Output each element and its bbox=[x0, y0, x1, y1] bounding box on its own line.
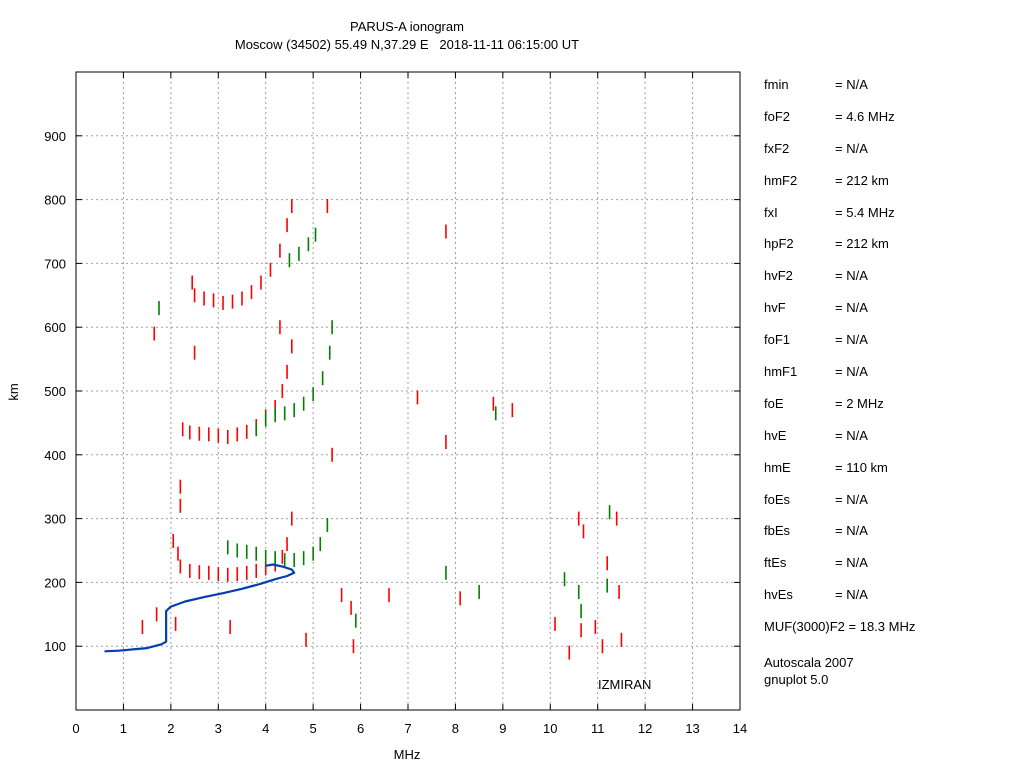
parameter-name: fxF2 bbox=[764, 140, 790, 156]
parameter-value: = 2 MHz bbox=[835, 395, 884, 411]
parameter-name: hvF2 bbox=[764, 268, 793, 284]
chart-subtitle: Moscow (34502) 55.49 N,37.29 E 2018-11-1… bbox=[235, 37, 579, 52]
parameter-value: = N/A bbox=[835, 300, 868, 316]
grid-lines bbox=[76, 72, 740, 710]
parameter-row-ftes: ftEs = N/A bbox=[764, 554, 1014, 586]
parameter-name: foE bbox=[764, 395, 784, 411]
software-credit: Autoscala 2007 bbox=[764, 655, 854, 671]
parameter-value: = N/A bbox=[835, 427, 868, 443]
parameter-value: = N/A bbox=[835, 140, 868, 156]
x-tick-label: 8 bbox=[452, 721, 459, 736]
x-axis-ticks: 0 1 2 3 4 5 6 7 8 9 10 11 12 13 14 bbox=[72, 72, 747, 736]
parameter-value: = N/A bbox=[835, 491, 868, 507]
y-tick-label: 700 bbox=[44, 256, 66, 271]
parameter-value: = N/A bbox=[835, 555, 868, 571]
y-tick-label: 600 bbox=[44, 320, 66, 335]
parameter-list: fmin = N/A foF2 = 4.6 MHz fxF2 = N/A hmF2 = 212… bbox=[764, 76, 1014, 618]
parameter-value: = N/A bbox=[835, 523, 868, 539]
parameter-row-hvf: hvF = N/A bbox=[764, 299, 1014, 331]
izmiran-watermark: IZMIRAN bbox=[598, 677, 651, 692]
parameter-name: hvEs bbox=[764, 587, 793, 603]
parameter-value: = 4.6 MHz bbox=[835, 108, 895, 124]
x-tick-label: 10 bbox=[543, 721, 557, 736]
parameter-name: foF2 bbox=[764, 108, 791, 124]
parameter-row-fxf2: fxF2 = N/A bbox=[764, 140, 1014, 172]
parameter-value: = N/A bbox=[835, 587, 868, 603]
parameter-row-hve: hvE = N/A bbox=[764, 427, 1014, 459]
y-tick-label: 300 bbox=[44, 512, 66, 527]
parameter-name: foF1 bbox=[764, 332, 791, 348]
parameter-row-foes: foEs = N/A bbox=[764, 491, 1014, 523]
parameter-value: = N/A bbox=[835, 77, 868, 92]
x-tick-label: 1 bbox=[120, 721, 127, 736]
parameter-row-hme: hmE = 110 km bbox=[764, 459, 1014, 491]
y-tick-label: 800 bbox=[44, 193, 66, 208]
parameter-name: ftEs bbox=[764, 555, 787, 571]
y-tick-label: 200 bbox=[44, 575, 66, 590]
echo-marks bbox=[141, 198, 623, 660]
x-tick-label: 13 bbox=[685, 721, 699, 736]
parameter-name: fmin bbox=[764, 77, 789, 92]
x-tick-label: 12 bbox=[638, 721, 652, 736]
parameter-name: fxI bbox=[764, 204, 778, 220]
parameter-name: hmF1 bbox=[764, 364, 798, 380]
x-tick-label: 11 bbox=[591, 721, 605, 736]
x-tick-label: 3 bbox=[215, 721, 222, 736]
parameters-panel: fmin = N/A foF2 = 4.6 MHz fxF2 = N/A hmF2 = 212… bbox=[764, 76, 1014, 688]
x-tick-label: 0 bbox=[72, 721, 79, 736]
parameter-row-hvf2: hvF2 = N/A bbox=[764, 267, 1014, 299]
parameter-name: hpF2 bbox=[764, 236, 794, 252]
y-tick-label: 400 bbox=[44, 448, 66, 463]
x-tick-label: 6 bbox=[357, 721, 364, 736]
parameter-value: = 110 km bbox=[835, 459, 888, 475]
parameter-value: = 212 km bbox=[835, 172, 889, 188]
parameter-row-hves: hvEs = N/A bbox=[764, 586, 1014, 618]
x-tick-label: 5 bbox=[310, 721, 317, 736]
muf-value: MUF(3000)F2 = 18.3 MHz bbox=[764, 619, 916, 635]
parameter-value: = 212 km bbox=[835, 236, 889, 252]
parameter-row-foe: foE = 2 MHz bbox=[764, 395, 1014, 427]
x-tick-label: 14 bbox=[733, 721, 747, 736]
parameter-row-fmin: fmin = N/A bbox=[764, 76, 1014, 108]
parameter-name: foEs bbox=[764, 491, 791, 507]
x-tick-label: 9 bbox=[499, 721, 506, 736]
chart-title: PARUS-A ionogram bbox=[350, 19, 464, 34]
parameter-value: = 5.4 MHz bbox=[835, 204, 895, 220]
virtual-height-profile-line bbox=[104, 563, 296, 653]
y-axis-label: km bbox=[6, 383, 21, 400]
parameter-row-fbes: fbEs = N/A bbox=[764, 522, 1014, 554]
parameter-row-fof2: foF2 = 4.6 MHz bbox=[764, 108, 1014, 140]
parameter-row-fxi: fxI = 5.4 MHz bbox=[764, 204, 1014, 236]
y-tick-label: 100 bbox=[44, 639, 66, 654]
x-axis-label: MHz bbox=[394, 747, 421, 762]
x-tick-label: 4 bbox=[262, 721, 269, 736]
y-tick-label: 900 bbox=[44, 129, 66, 144]
parameter-row-hmf1: hmF1 = N/A bbox=[764, 363, 1014, 395]
parameter-name: hmE bbox=[764, 459, 791, 475]
parameter-row-hmf2: hmF2 = 212 km bbox=[764, 172, 1014, 204]
parameter-value: = N/A bbox=[835, 268, 868, 284]
x-tick-label: 7 bbox=[404, 721, 411, 736]
parameter-name: hvE bbox=[764, 427, 787, 443]
parameter-name: hmF2 bbox=[764, 172, 798, 188]
y-axis-ticks: 100 200 300 400 500 600 700 800 900 bbox=[44, 129, 740, 654]
parameter-row-hpf2: hpF2 = 212 km bbox=[764, 235, 1014, 267]
parameter-name: hvF bbox=[764, 300, 786, 316]
y-tick-label: 500 bbox=[44, 384, 66, 399]
parameter-value: = N/A bbox=[835, 332, 868, 348]
parameter-value: = N/A bbox=[835, 364, 868, 380]
plot-credit: gnuplot 5.0 bbox=[764, 672, 829, 688]
x-tick-label: 2 bbox=[167, 721, 174, 736]
parameter-row-fof1: foF1 = N/A bbox=[764, 331, 1014, 363]
parameter-name: fbEs bbox=[764, 523, 791, 539]
